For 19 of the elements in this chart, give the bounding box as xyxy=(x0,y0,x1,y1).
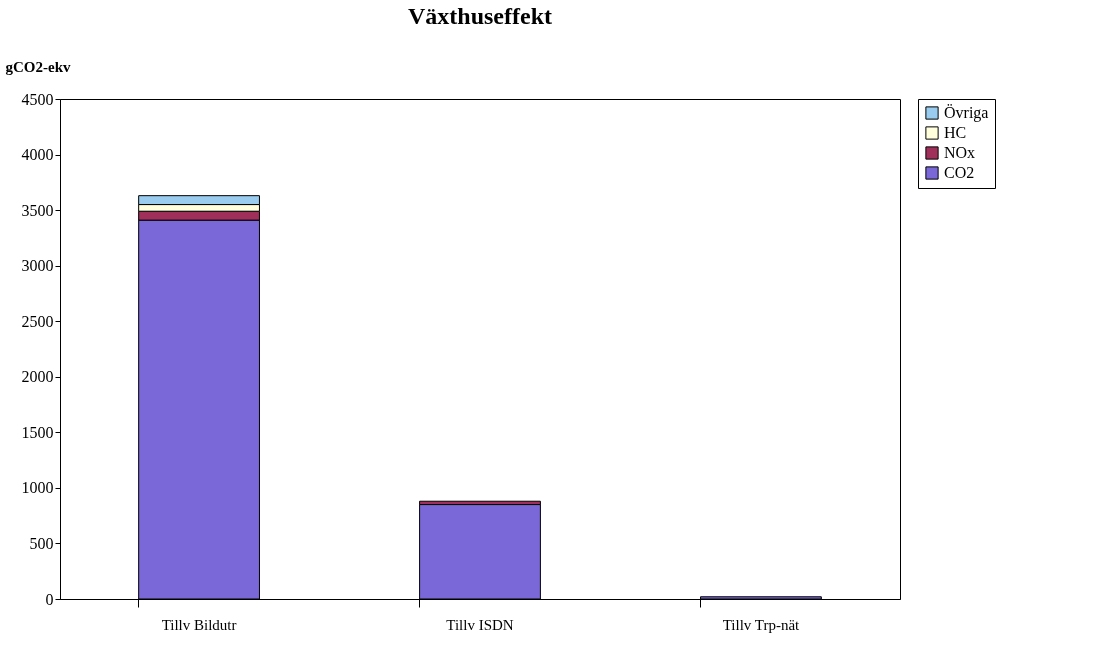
x-tick-label: Tillv Bildutr xyxy=(161,616,237,633)
y-tick-label: 3500 xyxy=(21,201,54,219)
x-tick-label: Tillv Trp-nät xyxy=(722,616,801,633)
y-axis-title: gCO2-ekv xyxy=(5,58,71,75)
x-tick-label: Tillv ISDN xyxy=(446,616,514,633)
y-tick-label: 0 xyxy=(45,590,54,608)
legend-label: CO2 xyxy=(944,164,975,181)
y-tick-label: 1500 xyxy=(21,423,54,441)
y-tick-label: 2500 xyxy=(21,312,54,330)
y-tick-label: 4000 xyxy=(21,146,54,164)
legend-label: HC xyxy=(944,124,967,141)
y-tick-label: 3000 xyxy=(21,257,54,275)
chart-title: Växthuseffekt xyxy=(408,3,552,29)
legend-label: Övriga xyxy=(944,104,989,122)
y-tick-label: 500 xyxy=(29,534,54,552)
y-tick-label: 4500 xyxy=(21,90,54,108)
legend-label: NOx xyxy=(944,144,976,161)
y-tick-label: 2000 xyxy=(21,368,54,386)
y-tick-label: 1000 xyxy=(21,479,54,497)
